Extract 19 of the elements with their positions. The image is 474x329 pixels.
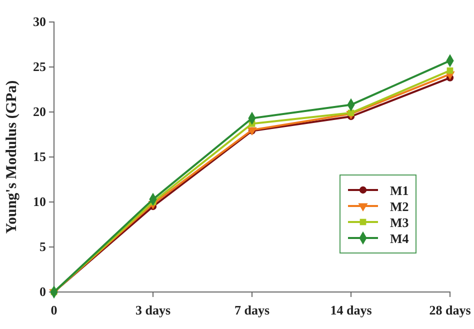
legend-label: M3 — [390, 215, 410, 230]
y-tick-label: 25 — [33, 59, 46, 74]
y-tick-label: 0 — [40, 284, 46, 300]
x-tick-label: 3 days — [135, 302, 171, 318]
x-tick-label: 28 days — [429, 302, 471, 318]
y-tick-label: 20 — [33, 104, 46, 120]
point — [446, 67, 454, 74]
y-tick-label: 30 — [33, 14, 46, 30]
y-tick-label: 15 — [33, 149, 46, 164]
x-tick-label: 7 days — [234, 302, 270, 318]
legend-label: M1 — [390, 183, 409, 198]
y-tick-label: 5 — [40, 239, 46, 254]
y-tick-label: 10 — [33, 194, 46, 210]
legend-label: M4 — [390, 231, 410, 246]
legend-label: M2 — [390, 199, 409, 214]
point — [348, 110, 354, 116]
x-tick-label: 14 days — [330, 302, 372, 318]
x-tick-label: 0 — [50, 302, 58, 318]
y-axis-title: Young's Modulus (GPa) — [4, 80, 20, 234]
